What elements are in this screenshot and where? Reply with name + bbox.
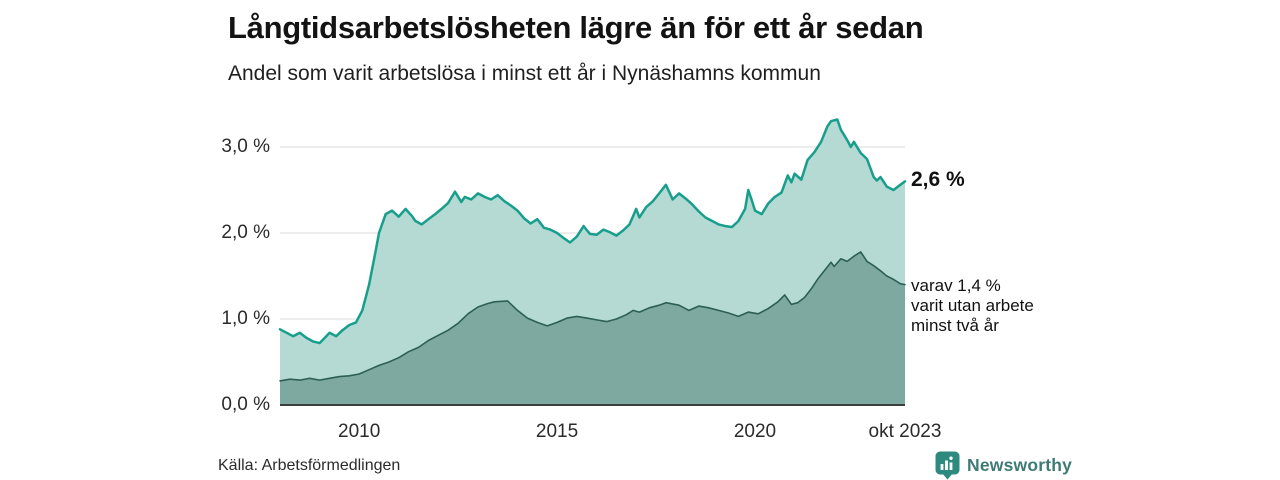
x-tick-label: 2020 <box>733 421 777 442</box>
page-title: Långtidsarbetslösheten lägre än för ett … <box>228 10 924 45</box>
x-tick-label: 2015 <box>535 421 579 442</box>
y-tick-label: 2,0 % <box>221 222 270 243</box>
y-tick-label: 1,0 % <box>221 308 270 329</box>
end-label-two-year: varav 1,4 % varit utan arbete minst två … <box>911 276 1034 336</box>
y-tick-label: 3,0 % <box>221 136 270 157</box>
y-tick-label: 0,0 % <box>221 394 270 415</box>
chart-subtitle: Andel som varit arbetslösa i minst ett å… <box>228 62 821 85</box>
x-tick-label: 2010 <box>338 421 381 442</box>
end-label-total: 2,6 % <box>911 168 965 192</box>
end-label-two-year-line2: varit utan arbete <box>911 295 1034 315</box>
brand-name: Newsworthy <box>967 455 1073 475</box>
source-note: Källa: Arbetsförmedlingen <box>218 457 401 474</box>
newsworthy-logo: Newsworthy <box>935 451 1072 480</box>
end-label-two-year-line3: minst två år <box>911 315 999 335</box>
bar-chart-pin-icon <box>935 451 960 480</box>
x-tick-label: okt 2023 <box>868 421 942 442</box>
end-label-two-year-line1: varav 1,4 % <box>911 275 1001 295</box>
